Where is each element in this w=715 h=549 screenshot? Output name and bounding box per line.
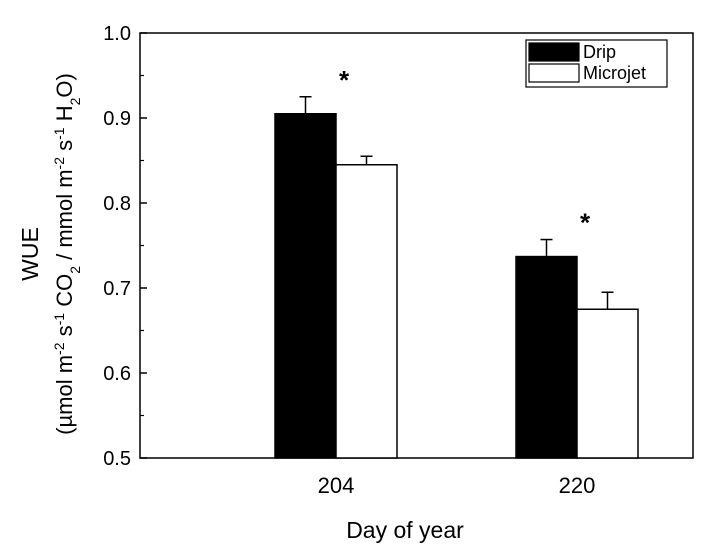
- y-axis-unit-part: -1: [51, 127, 67, 140]
- y-axis-label: WUE: [17, 227, 43, 281]
- y-axis-unit-part: -2: [51, 342, 67, 355]
- y-tick-label: 0.9: [103, 108, 131, 130]
- bar-microjet: [576, 308, 639, 459]
- bar-drip: [515, 255, 578, 459]
- y-axis-unit-part: CO: [52, 274, 77, 313]
- bar-drip: [274, 113, 337, 459]
- legend-label-microjet: Microjet: [583, 63, 646, 83]
- y-tick-label: 0.5: [103, 448, 131, 470]
- y-axis: 0.5 0.6 0.7 0.8 0.9 1.0: [103, 23, 147, 470]
- y-axis-unit-part: 2: [67, 97, 83, 105]
- x-tick-label: 220: [559, 473, 596, 498]
- legend-label-drip: Drip: [583, 42, 616, 62]
- y-axis-unit-part: H: [52, 105, 77, 127]
- y-axis-unit-part: (µmol m: [52, 355, 77, 435]
- y-tick-label: 1.0: [103, 23, 131, 45]
- y-axis-unit-part: / mmol m: [52, 169, 77, 266]
- significance-star: *: [339, 65, 350, 95]
- y-tick-label: 0.6: [103, 363, 131, 385]
- y-axis-unit-part: s: [52, 325, 77, 342]
- y-tick-label: 0.7: [103, 278, 131, 300]
- bar-microjet: [335, 164, 398, 459]
- y-axis-unit-part: -1: [51, 313, 67, 326]
- y-axis-unit-part: 2: [67, 266, 83, 274]
- bars: **: [274, 65, 639, 459]
- legend-swatch-microjet: [528, 63, 580, 83]
- y-axis-label-units: (µmol m-2 s-1 CO2 / mmol m-2 s-1 H2O): [51, 73, 83, 435]
- y-axis-unit-part: s: [52, 140, 77, 157]
- x-axis-label: Day of year: [346, 517, 464, 543]
- y-axis-unit-part: -2: [51, 157, 67, 170]
- y-tick-label: 0.8: [103, 193, 131, 215]
- x-tick-label: 204: [318, 473, 355, 498]
- y-axis-unit-part: O): [52, 73, 77, 97]
- legend-swatch-drip: [528, 42, 580, 62]
- significance-star: *: [580, 208, 591, 238]
